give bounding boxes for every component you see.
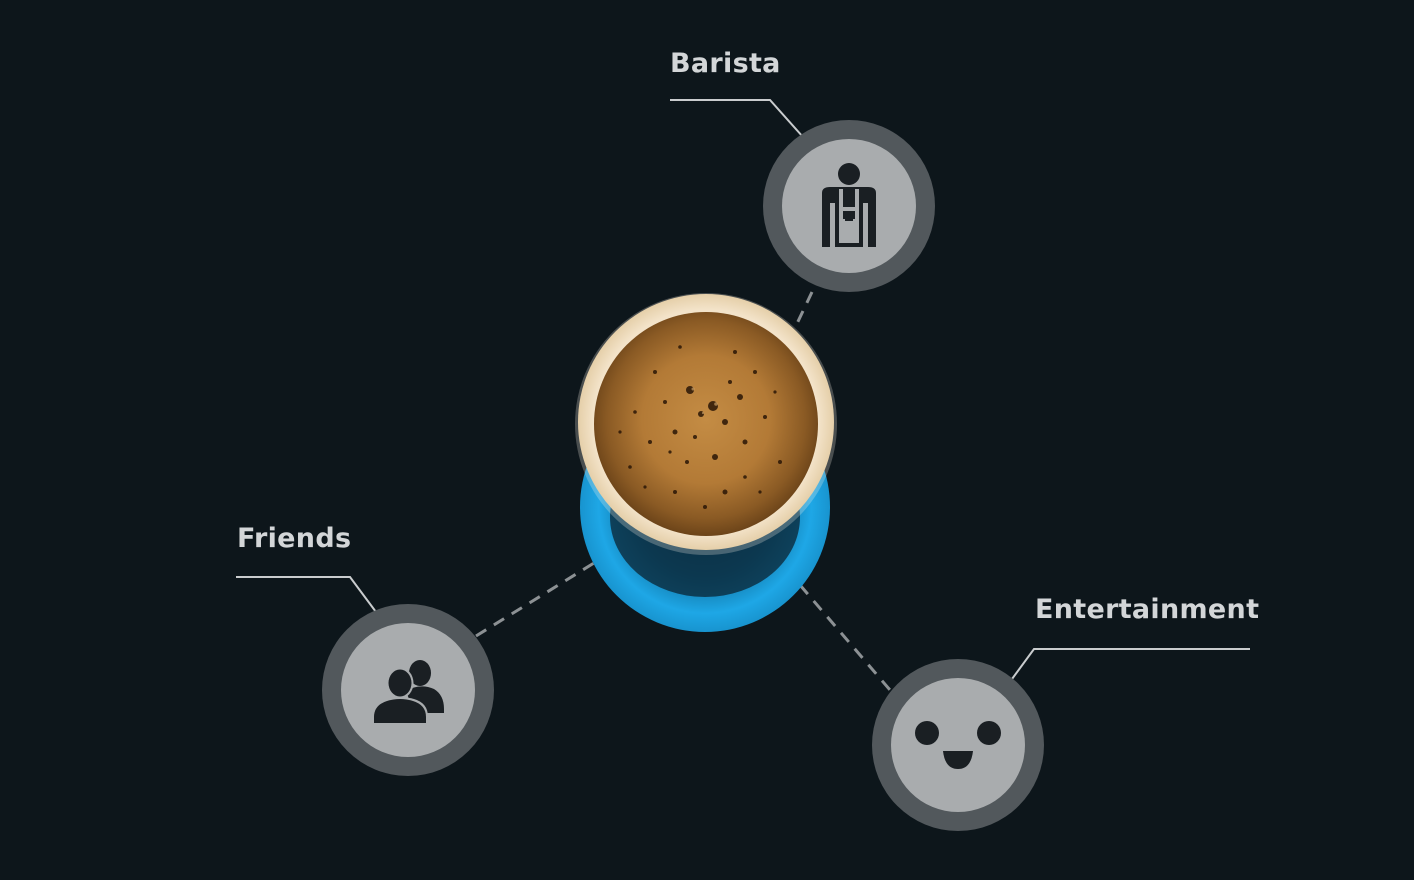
friends-node-inner (341, 623, 475, 757)
friends-leader-line (236, 576, 377, 613)
friends-icon (372, 660, 444, 723)
entertainment-connector (798, 584, 892, 691)
barista-leader-line (670, 99, 804, 138)
entertainment-node[interactable] (872, 659, 1044, 831)
barista-label: Barista (670, 48, 781, 79)
entertainment-label: Entertainment (1035, 594, 1260, 625)
entertainment-leader-line (1011, 648, 1250, 680)
entertainment-node-inner (891, 678, 1025, 812)
barista-icon (822, 163, 876, 247)
friends-label: Friends (237, 523, 352, 554)
barista-node-inner (782, 139, 916, 273)
smiley-face-icon (915, 721, 1001, 769)
coffee-cup-icon (575, 293, 837, 632)
friends-node[interactable] (322, 604, 494, 776)
barista-node[interactable] (763, 120, 935, 292)
barista-connector (791, 291, 814, 333)
friends-connector (475, 561, 595, 638)
